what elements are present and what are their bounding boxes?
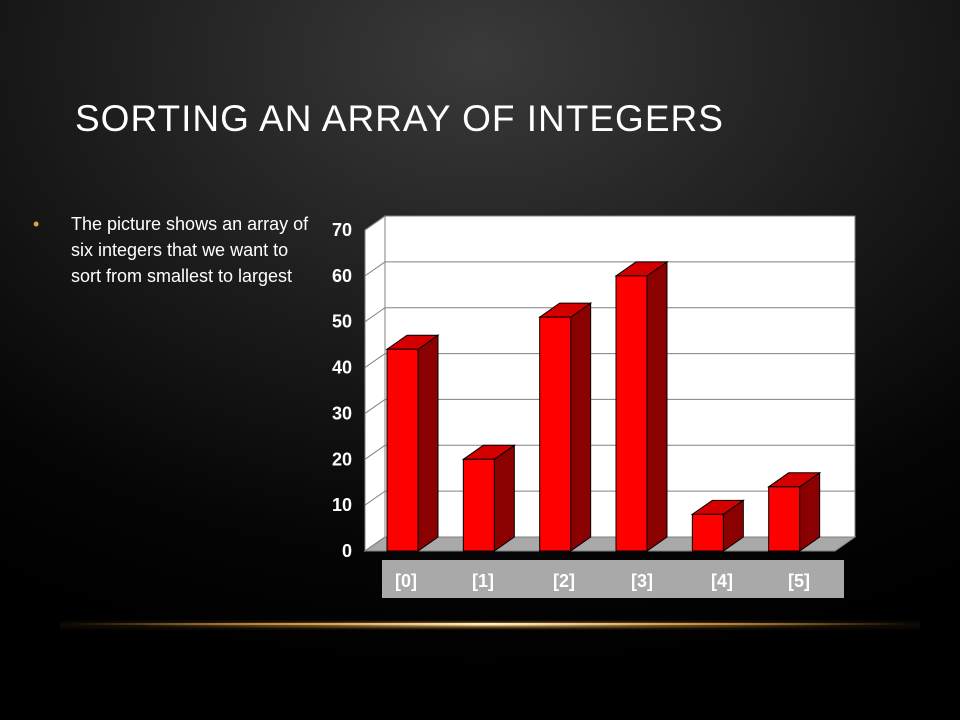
decorative-glow-line <box>70 623 910 625</box>
chart-gridlines <box>364 215 855 552</box>
y-tick-label-30: 30 <box>332 403 352 423</box>
gridline-10 <box>364 490 855 506</box>
bullet-dot-icon: • <box>33 214 40 234</box>
bar-0 <box>385 334 440 552</box>
gridline-40 <box>364 353 855 368</box>
bar-3 <box>614 260 669 552</box>
y-tick-label-20: 20 <box>332 449 352 469</box>
category-label-2: [2] <box>553 571 575 591</box>
chart-left-wall <box>364 215 386 552</box>
slide-title: Sorting an Array of Integers <box>75 98 724 139</box>
category-label-1: [1] <box>472 571 494 591</box>
bullet-text: The picture shows an array of six intege… <box>71 214 309 286</box>
y-tick-label-10: 10 <box>332 495 352 515</box>
x-axis-category-labels: [0] [1] [2] [3] [4] [5] <box>395 571 810 591</box>
bar-5 <box>767 471 822 552</box>
category-label-3: [3] <box>631 571 653 591</box>
y-tick-label-60: 60 <box>332 266 352 286</box>
y-tick-label-70: 70 <box>332 220 352 240</box>
gridline-30 <box>364 398 855 414</box>
gridline-60 <box>364 261 855 277</box>
bar-4 <box>690 499 745 552</box>
y-tick-label-40: 40 <box>332 358 352 378</box>
y-tick-label-50: 50 <box>332 312 352 332</box>
category-band <box>382 560 844 598</box>
bar-1 <box>461 444 516 552</box>
category-label-5: [5] <box>788 571 810 591</box>
decorative-glow <box>60 620 920 630</box>
category-label-0: [0] <box>395 571 417 591</box>
bar-2 <box>538 302 593 552</box>
gridline-50 <box>364 307 855 323</box>
y-axis-tick-labels: 0 10 20 30 40 50 60 70 <box>332 220 352 561</box>
gridline-20 <box>364 444 855 460</box>
y-tick-label-0: 0 <box>342 541 352 561</box>
category-label-4: [4] <box>711 571 733 591</box>
gridline-70 <box>364 215 855 231</box>
chart-bars <box>385 260 822 552</box>
